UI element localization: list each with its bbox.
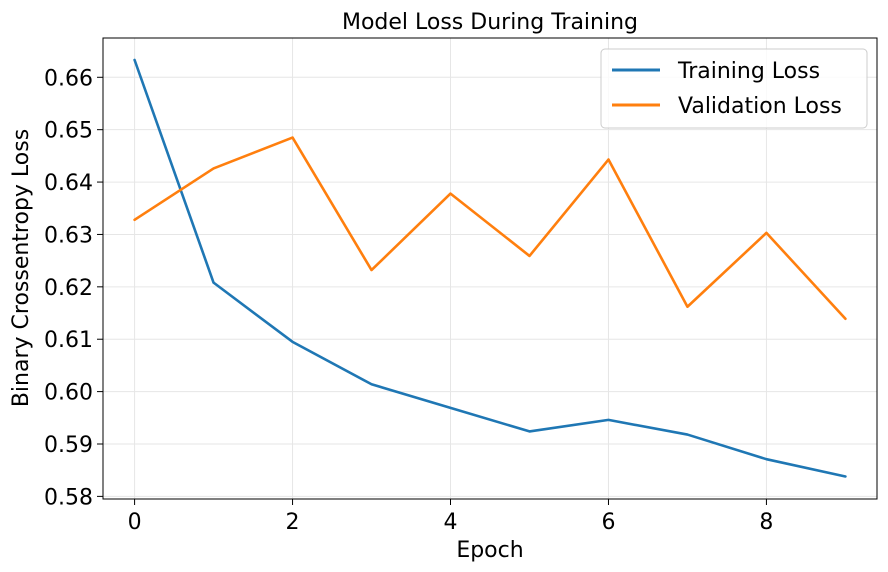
- x-tick-label: 2: [286, 510, 300, 535]
- plot-frame: [102, 37, 878, 500]
- y-axis-ticks: 0.58 0.59 0.60 0.61 0.62 0.63 0.64 0.65 0.66: [44, 66, 103, 510]
- x-tick-label: 6: [601, 510, 615, 535]
- y-tick-label: 0.59: [44, 433, 93, 458]
- y-tick-label: 0.64: [44, 171, 93, 196]
- y-tick-label: 0.63: [44, 223, 93, 248]
- x-axis-label: Epoch: [456, 538, 523, 563]
- y-tick-label: 0.58: [44, 485, 93, 510]
- y-tick-label: 0.61: [44, 328, 93, 353]
- legend-label-training: Training Loss: [677, 59, 820, 84]
- y-axis-label: Binary Crossentropy Loss: [9, 129, 34, 407]
- series-lines: [133, 58, 847, 478]
- x-tick-label: 0: [128, 510, 142, 535]
- x-axis-ticks: 0 2 4 6 8: [128, 499, 773, 535]
- training-loss-line: [133, 58, 847, 478]
- x-tick-label: 8: [759, 510, 773, 535]
- x-tick-label: 4: [444, 510, 458, 535]
- y-tick-label: 0.60: [44, 381, 93, 406]
- legend: Training Loss Validation Loss: [600, 48, 868, 129]
- chart-title: Model Loss During Training: [342, 10, 638, 35]
- y-tick-label: 0.62: [44, 276, 93, 301]
- y-tick-label: 0.66: [44, 66, 93, 91]
- validation-loss-line: [133, 136, 847, 321]
- legend-label-validation: Validation Loss: [678, 94, 842, 119]
- y-tick-label: 0.65: [44, 119, 93, 144]
- legend-box: [600, 48, 868, 129]
